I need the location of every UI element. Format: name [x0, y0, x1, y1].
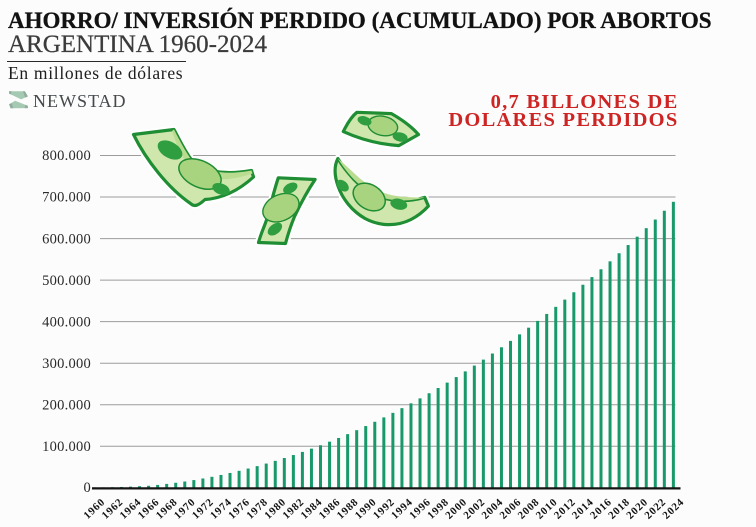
svg-text:0: 0 — [84, 480, 92, 496]
svg-text:2024: 2024 — [660, 496, 686, 522]
svg-text:100.000: 100.000 — [42, 439, 91, 455]
svg-text:800.000: 800.000 — [42, 148, 91, 164]
svg-text:500.000: 500.000 — [42, 273, 91, 289]
svg-text:300.000: 300.000 — [42, 356, 91, 372]
svg-text:600.000: 600.000 — [42, 231, 91, 247]
svg-text:200.000: 200.000 — [42, 397, 91, 413]
svg-text:400.000: 400.000 — [42, 314, 91, 330]
svg-text:700.000: 700.000 — [42, 190, 91, 206]
